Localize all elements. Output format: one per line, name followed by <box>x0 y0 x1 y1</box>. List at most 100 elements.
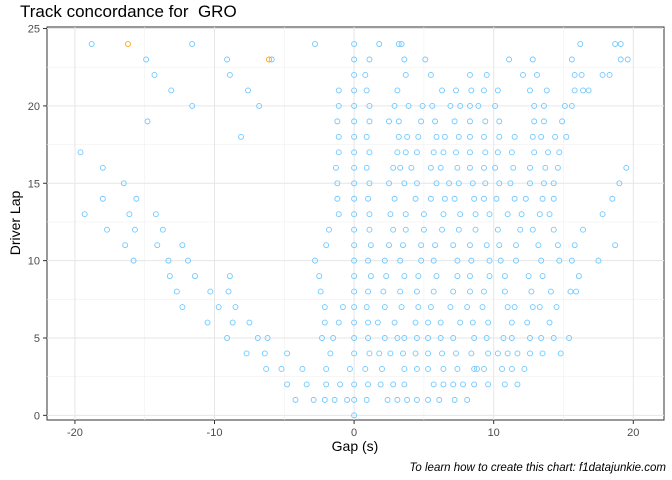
data-point <box>351 180 358 187</box>
data-point <box>166 273 173 280</box>
data-point <box>224 335 231 341</box>
data-point <box>430 257 437 264</box>
data-point <box>531 118 538 125</box>
data-point <box>527 87 533 94</box>
data-point <box>143 56 150 63</box>
data-point <box>366 102 373 109</box>
data-point <box>482 118 489 125</box>
data-point <box>365 257 372 264</box>
data-point <box>401 365 408 372</box>
data-point <box>337 381 344 388</box>
x-tick-label: -20 <box>67 427 83 439</box>
data-point <box>243 350 250 357</box>
data-point <box>351 133 358 140</box>
data-point <box>480 195 487 202</box>
x-tick-label: 10 <box>488 427 500 439</box>
data-point <box>284 381 291 388</box>
data-point <box>366 350 373 357</box>
data-point <box>485 381 492 388</box>
data-point <box>104 226 110 233</box>
data-point <box>351 226 358 233</box>
data-point <box>391 102 398 109</box>
data-point <box>543 87 550 94</box>
data-point <box>527 180 533 187</box>
data-point <box>379 365 385 372</box>
data-point <box>333 164 339 171</box>
data-point <box>402 226 409 233</box>
data-point <box>402 211 409 218</box>
data-point <box>538 335 545 341</box>
data-point <box>402 149 409 156</box>
data-point <box>433 180 440 187</box>
data-point <box>413 149 420 156</box>
data-point <box>321 319 328 326</box>
data-point <box>475 102 482 109</box>
data-point <box>363 304 370 311</box>
data-point <box>363 164 370 171</box>
data-point <box>468 350 475 357</box>
data-point <box>384 396 391 403</box>
data-point <box>189 102 196 109</box>
data-point <box>351 412 358 419</box>
data-point <box>557 350 564 357</box>
data-point <box>390 164 397 171</box>
y-axis-label: Driver Lap <box>7 191 23 256</box>
data-point <box>386 118 392 125</box>
data-point <box>567 288 574 295</box>
data-point <box>374 319 381 326</box>
data-point <box>397 164 404 171</box>
data-point <box>485 319 492 326</box>
data-point <box>483 72 490 78</box>
data-point <box>514 350 521 357</box>
data-point <box>264 335 271 341</box>
data-point <box>457 319 464 326</box>
data-point <box>427 72 434 78</box>
data-point <box>351 396 358 403</box>
data-point <box>398 41 405 47</box>
data-point <box>599 211 606 218</box>
data-point <box>454 164 461 171</box>
data-point <box>437 164 444 171</box>
data-point <box>527 350 533 357</box>
data-point <box>413 396 420 403</box>
data-point <box>546 319 553 326</box>
data-point <box>405 102 412 109</box>
data-point <box>425 365 432 372</box>
data-point <box>335 319 342 326</box>
data-point <box>376 350 383 357</box>
data-point <box>319 335 325 341</box>
data-point <box>496 118 503 125</box>
data-point <box>450 381 457 388</box>
data-point <box>312 257 318 264</box>
data-point <box>362 365 369 372</box>
data-point <box>323 365 330 372</box>
data-point <box>351 56 358 63</box>
chart-title: Track concordance for GRO <box>20 2 237 21</box>
data-point <box>506 56 513 63</box>
data-point <box>606 72 613 78</box>
data-point <box>420 226 427 233</box>
data-point <box>450 335 457 341</box>
data-point <box>192 273 198 280</box>
data-point <box>430 149 437 156</box>
data-point <box>425 350 432 357</box>
highlight-point <box>125 41 131 47</box>
data-point <box>529 56 536 63</box>
data-point <box>486 257 493 264</box>
y-tick-label: 10 <box>28 256 40 268</box>
data-point <box>346 365 353 372</box>
data-point <box>504 350 511 357</box>
data-point <box>351 102 358 109</box>
data-point <box>480 365 487 372</box>
data-point <box>224 56 231 63</box>
data-point <box>365 335 372 341</box>
data-point <box>412 195 419 202</box>
data-point <box>454 273 461 280</box>
data-point <box>330 335 337 341</box>
data-point <box>535 242 542 249</box>
data-point <box>418 118 425 125</box>
data-point <box>568 102 575 109</box>
data-point <box>510 164 517 171</box>
data-point <box>366 226 373 233</box>
